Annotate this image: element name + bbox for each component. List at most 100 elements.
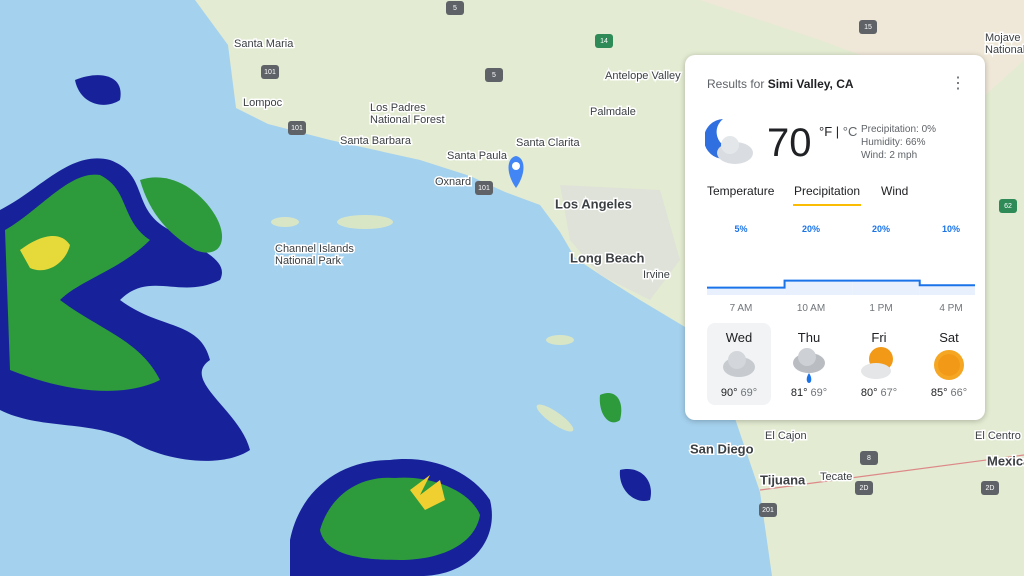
highway-shield [859, 20, 877, 34]
precip-area [784, 280, 853, 295]
place-label: Santa Clarita [516, 137, 580, 149]
highway-number: 8 [867, 455, 871, 462]
day-forecast[interactable]: Thu 81° 69° [777, 323, 841, 405]
border [759, 454, 1024, 491]
day-name: Thu [797, 330, 821, 345]
map-pin[interactable] [508, 156, 524, 188]
island [546, 335, 574, 345]
place-label: Santa Maria [234, 38, 294, 50]
highway-shield [261, 65, 279, 79]
day-forecast[interactable]: Sat 85° 66° [917, 323, 981, 405]
place-label: Santa Paula [447, 150, 508, 162]
time-label: 7 AM [729, 303, 753, 314]
place-label: El Cajon [765, 430, 807, 442]
highway-shield [446, 1, 464, 15]
highway-shield [999, 199, 1017, 213]
highway-shield [288, 121, 306, 135]
day-forecast[interactable]: Wed 90° 69° [707, 323, 771, 405]
low-temp: 69° [810, 387, 828, 399]
place-label: El Centro [975, 430, 1021, 442]
highway-number: 101 [291, 125, 303, 132]
highway-number: 5 [492, 72, 496, 79]
highway-shield [485, 68, 503, 82]
high-temp: 85° [930, 387, 948, 399]
place-label: Irvine [643, 269, 670, 281]
highway-shield [855, 481, 873, 495]
unit-c[interactable]: °C [842, 124, 858, 139]
day-name: Sat [939, 330, 959, 345]
highway-number: 2D [860, 485, 869, 492]
low-temp: 69° [740, 387, 758, 399]
place-label: Tecate [820, 471, 852, 483]
day-icon [861, 347, 893, 379]
high-temp: 80° [860, 387, 878, 399]
units: °F | °C [819, 124, 858, 139]
low-temp: 67° [880, 387, 898, 399]
precip-label: 20% [801, 224, 820, 234]
map-pin-dot [512, 162, 520, 170]
precip-line [707, 279, 975, 289]
highway-shield [759, 503, 777, 517]
day-name: Wed [725, 330, 753, 345]
highway-number: 201 [762, 507, 774, 514]
place-label: Long Beach [570, 250, 644, 265]
radar [0, 75, 651, 576]
highway-number: 5 [453, 5, 457, 12]
time-label: 4 PM [939, 303, 963, 314]
highway-number: 15 [864, 24, 872, 31]
highway-shield [860, 451, 878, 465]
menu-button[interactable]: ⋮ [950, 75, 966, 92]
highway-shield [595, 34, 613, 48]
tab-underline [793, 204, 861, 206]
highway-number: 2D [986, 485, 995, 492]
place-label: San Diego [690, 441, 754, 456]
low-temp: 66° [950, 387, 968, 399]
conditions: Precipitation: 0% Humidity: 66% Wind: 2 … [861, 123, 936, 162]
precipitation: Precipitation: 0% [861, 124, 937, 135]
place-label: Antelope Valley [605, 70, 681, 82]
unit-f[interactable]: °F [819, 124, 833, 139]
wind: Wind: 2 mph [861, 150, 918, 161]
tab[interactable]: Wind [881, 184, 909, 198]
highway-shield [475, 181, 493, 195]
precip-area [707, 287, 785, 295]
temps: 85° 66° [917, 387, 981, 399]
current-temp: 70 [767, 121, 812, 165]
results-for: Results for Simi Valley, CA [707, 77, 854, 91]
temps: 90° 69° [707, 387, 771, 399]
place-label: Tijuana [760, 472, 806, 487]
time-label: 1 PM [869, 303, 893, 314]
precip-chart [707, 279, 975, 295]
highway-shield [981, 481, 999, 495]
day-forecast[interactable]: Fri 80° 67° [847, 323, 911, 405]
urban-area [560, 185, 680, 300]
place-label: Los Angeles [555, 196, 632, 211]
time-label: 10 AM [796, 303, 826, 314]
high-temp: 81° [790, 387, 808, 399]
precip-area [919, 285, 975, 295]
high-temp: 90° [720, 387, 738, 399]
island [337, 215, 393, 229]
tab[interactable]: Temperature [707, 184, 775, 198]
day-icon [723, 351, 755, 377]
highway-number: 101 [478, 185, 490, 192]
highway-number: 101 [264, 69, 276, 76]
location: Simi Valley, CA [767, 77, 854, 91]
place-label: Mexica [987, 453, 1024, 468]
precip-label: 20% [871, 224, 890, 234]
day-name: Fri [871, 330, 887, 345]
weather-icon [705, 119, 753, 164]
island [271, 217, 299, 227]
temps: 81° 69° [777, 387, 841, 399]
place-label: Los Padres National Forest [370, 102, 445, 126]
day-icon [793, 348, 825, 383]
precip-label: 5% [734, 224, 748, 234]
tab[interactable]: Precipitation [794, 184, 861, 198]
place-label: Channel Islands National Park [275, 243, 354, 267]
precip-area [852, 280, 920, 295]
highway-number: 14 [600, 38, 608, 45]
day-icon [934, 350, 964, 380]
humidity: Humidity: 66% [861, 137, 926, 148]
